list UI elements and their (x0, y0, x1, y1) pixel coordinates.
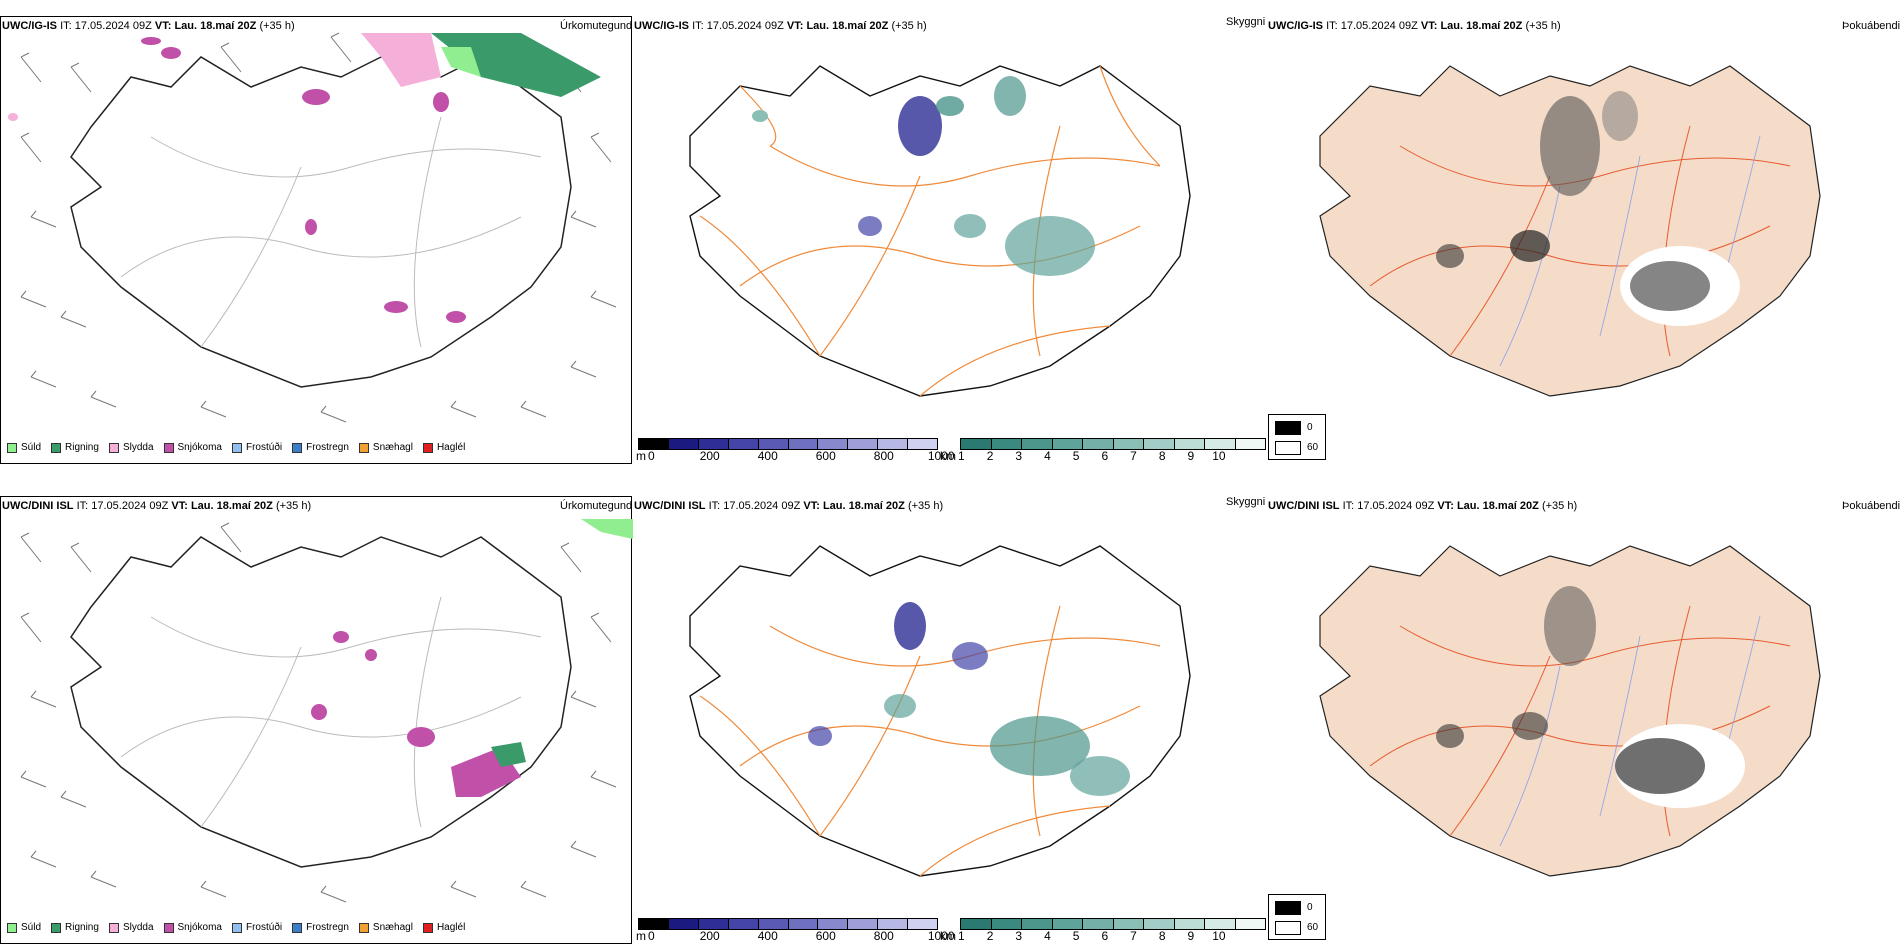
legend-item: Snjókoma (163, 922, 222, 933)
iceland-outline (70, 536, 572, 868)
header-top-precip: UWC/IG-IS IT: 17.05.2024 09Z VT: Lau. 18… (2, 20, 295, 32)
visibility-ticks-top: km 1 2 3 4 5 6 7 8 9 10 (940, 449, 1226, 463)
title-fog-top: Þokuábendi (1842, 20, 1900, 32)
iceland-outline (70, 56, 572, 388)
fog-legend-top: 0 60 (1268, 414, 1326, 460)
cloud-base-colorbar-top (638, 438, 938, 450)
iceland-map-fog-top (1319, 65, 1821, 397)
precip-legend-bottom: Súld Rigning Slydda Snjókoma Frostúði Fr… (7, 922, 465, 933)
legend-item: Snæhagl (358, 922, 413, 933)
title-vis-bottom: Skyggni (1226, 496, 1266, 508)
cloud-base-ticks-bottom: m 0 200 400 600 800 1000 (636, 929, 955, 943)
visibility-patches (752, 76, 1095, 276)
precip-legend-top: Súld Rigning Slydda Snjókoma Frostúði Fr… (7, 442, 465, 453)
legend-item: Rigning (51, 442, 99, 453)
wind-barbs (20, 522, 617, 903)
legend-item: Haglél (422, 922, 465, 933)
legend-item: Súld (7, 922, 41, 933)
roads (120, 116, 542, 348)
fog-legend-bottom: 0 60 (1268, 894, 1326, 940)
legend-item: Súld (7, 442, 41, 453)
header-bottom-fog: UWC/DINI ISL IT: 17.05.2024 09Z VT: Lau.… (1268, 500, 1578, 512)
precip-patches (311, 519, 633, 797)
roads (699, 605, 1161, 877)
header-bottom-precip: UWC/DINI ISL IT: 17.05.2024 09Z VT: Lau.… (2, 500, 312, 512)
fog-patches (1436, 586, 1745, 808)
legend-item: Rigning (51, 922, 99, 933)
visibility-colorbar-bottom (960, 918, 1266, 930)
fog-patches (1436, 91, 1740, 326)
iceland-map-vis-bottom (689, 545, 1191, 877)
visibility-patches (808, 602, 1130, 796)
legend-item: Haglél (422, 442, 465, 453)
cloud-base-ticks-top: m 0 200 400 600 800 1000 (636, 449, 955, 463)
header-bottom-vis: UWC/DINI ISL IT: 17.05.2024 09Z VT: Lau.… (634, 500, 944, 512)
title-precip-top: Úrkomutegund (560, 20, 633, 32)
precip-type-panel-bottom: Súld Rigning Slydda Snjókoma Frostúði Fr… (0, 496, 633, 944)
legend-item: Snæhagl (358, 442, 413, 453)
legend-item: Frostúði (231, 442, 282, 453)
legend-item: Frostúði (231, 922, 282, 933)
header-top-fog: UWC/IG-IS IT: 17.05.2024 09Z VT: Lau. 18… (1268, 20, 1561, 32)
title-vis-top: Skyggni (1226, 16, 1266, 28)
iceland-map-vis-top (689, 65, 1191, 397)
title-fog-bottom: Þokuábendi (1842, 500, 1900, 512)
visibility-ticks-bottom: km 1 2 3 4 5 6 7 8 9 10 (940, 929, 1226, 943)
iceland-map-precip-bottom (20, 519, 633, 903)
iceland-map-precip-top (8, 32, 617, 423)
visibility-colorbar-top (960, 438, 1266, 450)
precip-patches (8, 33, 601, 323)
cloud-base-colorbar-bottom (638, 918, 938, 930)
precip-type-panel-top: Súld Rigning Slydda Snjókoma Frostúði Fr… (0, 16, 632, 464)
header-top-vis: UWC/IG-IS IT: 17.05.2024 09Z VT: Lau. 18… (634, 20, 927, 32)
legend-item: Frostregn (292, 442, 349, 453)
legend-item: Slydda (108, 922, 154, 933)
legend-item: Frostregn (292, 922, 349, 933)
title-precip-bottom: Úrkomutegund (560, 500, 633, 512)
iceland-map-fog-bottom (1319, 545, 1821, 877)
legend-item: Snjókoma (163, 442, 222, 453)
legend-item: Slydda (108, 442, 154, 453)
